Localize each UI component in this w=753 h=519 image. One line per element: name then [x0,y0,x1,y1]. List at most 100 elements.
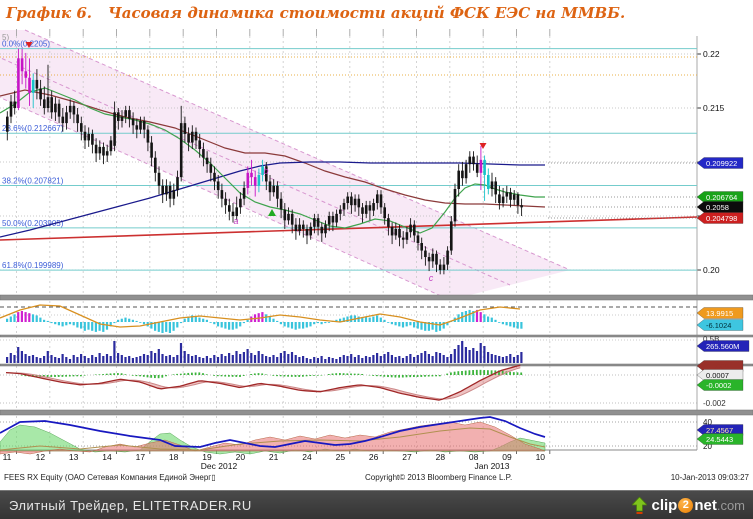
candle-body [20,58,24,72]
x-day-label: 26 [369,452,379,462]
macd-histogram-bar [302,375,304,377]
volume-bar [331,358,334,363]
oscillator-bar [398,322,401,327]
oscillator-signal-line [0,304,521,328]
macd-histogram-bar [142,375,145,377]
macd-histogram-bar [257,373,260,375]
volume-bar [494,355,497,363]
value-badge [696,433,744,445]
oscillator-bar [46,320,49,322]
oscillator-bar [68,322,72,325]
x-day-label: 17 [136,452,146,462]
oscillator-bar [268,316,271,322]
oscillator-bar [198,317,201,322]
candle-body [98,146,102,154]
candle-body [472,156,475,165]
oscillator-bar [239,322,242,327]
volume-bar [183,351,186,363]
candle-body [302,224,305,229]
candle-body [512,194,516,200]
macd-histogram-bar [339,373,341,375]
volume-bar [405,356,408,363]
volume-bar [235,351,238,363]
volume-bar [320,356,323,363]
macd-histogram-bar [50,375,53,377]
candle-body [390,226,394,236]
macd-histogram-bar [394,375,397,378]
candle-body [187,133,190,143]
volume-bar [131,358,134,363]
oscillator-bar [131,319,134,322]
volume-bar [20,351,23,363]
ma-line-navy [0,161,545,238]
trendline-value-badge-label: 0.204798 [706,214,737,223]
green-ma-value-badge [696,191,744,203]
macd-histogram-bar [313,375,315,376]
candle-body [387,218,390,227]
candle-body [427,257,431,262]
candle-body [220,190,224,199]
oscillator-bar [98,322,101,331]
volume-bar [364,356,368,363]
macd-histogram-bar [94,374,97,375]
trend-channel-fill [0,30,570,300]
fib-level-label: 61.8%(0.199989) [2,261,64,270]
macd-histogram-bar [276,375,278,377]
volume-bar [76,357,79,363]
volume-bar [120,355,123,363]
candle-body [183,123,187,134]
oscillator-bar [102,322,105,332]
candle-body [9,101,13,117]
macd-histogram-bar [202,373,204,375]
volume-bar [31,355,35,363]
oscillator-bar [424,322,427,331]
x-day-label: 18 [169,452,179,462]
candle-body [335,213,338,223]
oscillator-bar [490,317,493,322]
panel-separator [0,294,753,301]
candle-body [368,205,372,211]
macd-histogram-bar [135,375,138,377]
footer-copyright: Copyright© 2013 Bloomberg Finance L.P. [365,473,512,482]
oscillator-bar [313,322,316,325]
volume-bar [450,354,453,363]
value-badge [696,319,744,331]
volume-bar [105,354,109,363]
oscillator-bar [279,322,282,325]
macd-histogram-bar [512,372,515,375]
x-day-label: 14 [102,452,112,462]
candle-body [28,77,31,93]
candle-body [102,146,105,156]
candle-body [431,253,435,262]
elitetrader-watermark: Элитный Трейдер, ELITETRADER.RU [9,498,252,513]
wave-letter-a: a [233,216,238,226]
macd-histogram-bar [361,373,363,375]
candle-body [398,228,401,238]
macd-histogram-bar [231,375,234,377]
candle-body [54,103,57,113]
candle-body [516,194,520,206]
candle-body [131,118,135,126]
x-day-label: 21 [269,452,279,462]
clip2net-link[interactable]: clip 2 net .com [632,497,753,514]
volume-bar [342,355,345,363]
dmi-axis-label: 40 [703,418,712,427]
macd-histogram-bar [113,373,116,375]
macd-histogram-bar [224,375,227,377]
volume-bar [187,354,190,363]
macd-histogram-bar [220,375,223,377]
oscillator-bar [124,317,127,322]
macd-histogram-bar [387,375,389,378]
oscillator-bar [235,322,238,329]
volume-bar [475,351,479,363]
green-ma-value-badge-label: 0.206764 [706,193,737,202]
candle-body [91,133,94,145]
oscillator-bar [161,322,164,333]
wave-letter-c: c [429,273,434,283]
macd-histogram-bar [72,375,75,377]
clip2net-net: net [694,497,717,514]
volume-bar [83,356,86,363]
oscillator-bar [475,309,479,322]
x-day-label: 09 [502,452,512,462]
oscillator-bar [287,322,290,328]
